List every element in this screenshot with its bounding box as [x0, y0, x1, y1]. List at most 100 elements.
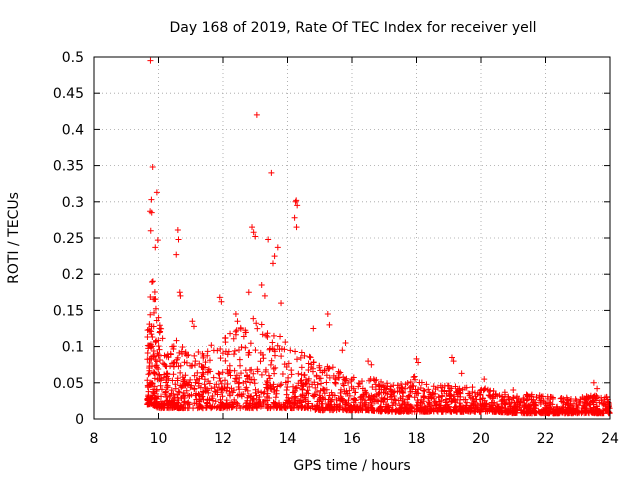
x-tick-label: 8 — [90, 431, 99, 447]
data-point — [150, 353, 157, 360]
data-point — [304, 387, 311, 394]
data-point — [227, 330, 234, 337]
data-point — [155, 343, 162, 350]
data-point — [360, 393, 367, 400]
data-point — [482, 385, 489, 392]
data-point — [462, 402, 469, 409]
data-point — [238, 370, 245, 377]
data-point — [478, 407, 485, 414]
data-point — [305, 405, 312, 412]
data-point — [263, 381, 270, 388]
data-point — [423, 381, 430, 388]
data-point — [150, 323, 157, 330]
data-point — [155, 314, 162, 321]
data-point — [420, 394, 427, 401]
data-point — [285, 397, 292, 404]
data-point — [146, 359, 153, 366]
data-point — [450, 358, 457, 365]
data-point — [147, 344, 154, 351]
data-point — [148, 209, 155, 216]
data-point — [579, 394, 586, 401]
data-point — [545, 410, 552, 417]
data-point — [205, 389, 212, 396]
data-point — [414, 405, 421, 412]
data-point — [307, 354, 314, 361]
data-point — [415, 359, 422, 366]
data-point — [265, 236, 272, 243]
data-point — [232, 375, 239, 382]
y-tick-label: 0.45 — [53, 86, 84, 102]
data-point — [263, 332, 270, 339]
data-point — [237, 405, 244, 412]
data-point — [165, 354, 172, 361]
data-point — [278, 353, 285, 360]
y-tick-label: 0.4 — [62, 122, 84, 138]
data-point — [171, 395, 178, 402]
x-tick-label: 24 — [601, 431, 619, 447]
data-point — [261, 388, 268, 395]
data-point — [387, 383, 394, 390]
data-point — [188, 391, 195, 398]
data-point — [175, 397, 182, 404]
data-point — [234, 392, 241, 399]
data-point — [526, 393, 533, 400]
data-point — [242, 367, 249, 374]
data-point — [216, 294, 223, 301]
data-point — [365, 358, 372, 365]
data-point — [196, 360, 203, 367]
data-point — [290, 383, 297, 390]
data-point — [151, 383, 158, 390]
data-point — [218, 380, 225, 387]
data-point — [242, 404, 249, 411]
data-point — [245, 349, 252, 356]
data-point — [510, 387, 517, 394]
data-point — [149, 333, 156, 340]
data-point — [201, 381, 208, 388]
y-tick-label: 0.1 — [62, 340, 84, 356]
data-point — [342, 401, 349, 408]
data-point — [154, 237, 161, 244]
data-point — [292, 348, 299, 355]
data-point — [563, 399, 570, 406]
data-point — [157, 375, 164, 382]
data-point — [372, 386, 379, 393]
data-point — [236, 356, 243, 363]
data-point — [305, 360, 312, 367]
data-point — [286, 400, 293, 407]
data-point — [402, 385, 409, 392]
data-point — [326, 374, 333, 381]
data-point — [204, 400, 211, 407]
data-point — [333, 407, 340, 414]
data-point — [502, 405, 509, 412]
data-point — [337, 386, 344, 393]
data-point — [254, 366, 261, 373]
data-point — [389, 402, 396, 409]
data-point — [144, 377, 151, 384]
data-point — [336, 404, 343, 411]
data-point — [415, 390, 422, 397]
data-point — [479, 403, 486, 410]
data-point — [464, 408, 471, 415]
data-point — [156, 346, 163, 353]
data-point — [191, 385, 198, 392]
data-point — [446, 387, 453, 394]
data-point — [487, 393, 494, 400]
data-point — [588, 408, 595, 415]
data-point — [529, 399, 536, 406]
data-point — [428, 395, 435, 402]
data-point — [247, 340, 254, 347]
data-point — [202, 359, 209, 366]
data-point — [191, 372, 198, 379]
data-point — [152, 339, 159, 346]
data-point — [329, 364, 336, 371]
data-point — [551, 410, 558, 417]
data-point — [269, 260, 276, 267]
data-point — [175, 236, 182, 243]
data-point — [309, 381, 316, 388]
data-point — [180, 393, 187, 400]
data-point — [585, 394, 592, 401]
data-point — [218, 298, 225, 305]
data-point — [155, 365, 162, 372]
data-point — [258, 371, 265, 378]
data-point — [533, 394, 540, 401]
